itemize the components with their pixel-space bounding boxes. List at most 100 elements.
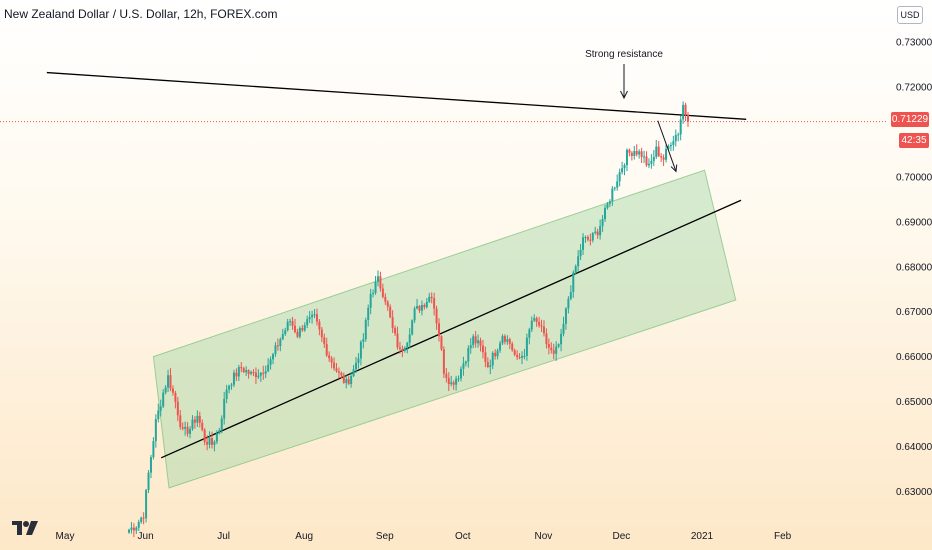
candle[interactable] (616, 181, 619, 188)
candle[interactable] (655, 146, 658, 157)
candle[interactable] (647, 163, 650, 166)
candle[interactable] (635, 150, 638, 155)
candle[interactable] (586, 236, 589, 240)
candle[interactable] (401, 348, 404, 351)
candle[interactable] (142, 517, 145, 519)
candle[interactable] (650, 160, 653, 164)
candle[interactable] (262, 372, 265, 374)
candle[interactable] (213, 441, 216, 445)
candle[interactable] (225, 389, 228, 399)
candle[interactable] (662, 157, 665, 160)
candle[interactable] (181, 427, 184, 429)
candle[interactable] (276, 345, 279, 347)
candle[interactable] (408, 334, 411, 343)
candle[interactable] (147, 472, 150, 491)
candle[interactable] (555, 346, 558, 354)
candle[interactable] (569, 291, 572, 299)
candle[interactable] (369, 294, 372, 308)
candle[interactable] (599, 226, 602, 236)
candle[interactable] (542, 326, 545, 334)
candle[interactable] (245, 370, 248, 373)
candle[interactable] (189, 429, 192, 434)
candle[interactable] (130, 527, 133, 530)
candle[interactable] (416, 306, 419, 309)
candle[interactable] (235, 372, 238, 377)
candle[interactable] (477, 340, 480, 344)
candle[interactable] (159, 406, 162, 411)
candle[interactable] (672, 141, 675, 145)
candle[interactable] (193, 419, 196, 423)
candle[interactable] (525, 337, 528, 356)
candle[interactable] (562, 323, 565, 334)
candle[interactable] (513, 350, 516, 355)
candle[interactable] (145, 490, 148, 519)
candle[interactable] (667, 146, 670, 149)
candle[interactable] (289, 321, 292, 323)
candle[interactable] (152, 441, 155, 458)
candle[interactable] (406, 342, 409, 348)
candle[interactable] (594, 231, 597, 234)
candle[interactable] (687, 114, 689, 122)
candle[interactable] (342, 375, 345, 383)
candle[interactable] (481, 345, 484, 353)
candle[interactable] (252, 372, 255, 374)
candle[interactable] (391, 317, 394, 329)
candle[interactable] (357, 358, 360, 363)
candle[interactable] (433, 298, 436, 309)
candle[interactable] (218, 430, 221, 434)
candle[interactable] (196, 415, 199, 423)
candle[interactable] (660, 156, 663, 158)
candle[interactable] (479, 340, 482, 346)
candle[interactable] (567, 298, 570, 309)
candle[interactable] (591, 233, 594, 241)
ascending-channel[interactable] (152, 169, 737, 489)
candle[interactable] (220, 418, 223, 431)
candle[interactable] (337, 371, 340, 373)
candle[interactable] (469, 345, 472, 349)
candle[interactable] (501, 336, 504, 344)
support-trendline[interactable] (160, 199, 742, 459)
candle[interactable] (679, 119, 682, 135)
tradingview-logo-icon[interactable] (10, 517, 40, 539)
candle[interactable] (247, 370, 250, 374)
candle[interactable] (208, 438, 211, 445)
candle[interactable] (652, 156, 655, 161)
candle[interactable] (176, 401, 179, 416)
candle[interactable] (674, 135, 677, 142)
candle[interactable] (521, 355, 524, 358)
candle[interactable] (577, 256, 580, 267)
candle[interactable] (530, 320, 533, 330)
candle[interactable] (640, 151, 643, 158)
candle[interactable] (472, 336, 475, 346)
candle[interactable] (335, 368, 338, 372)
candle[interactable] (486, 361, 489, 368)
candle[interactable] (164, 387, 167, 393)
candle[interactable] (540, 325, 543, 327)
candle[interactable] (643, 156, 646, 158)
candle[interactable] (418, 306, 421, 311)
candle[interactable] (228, 385, 231, 390)
candle[interactable] (440, 336, 443, 350)
candle[interactable] (350, 376, 353, 385)
candle[interactable] (306, 319, 309, 326)
candle[interactable] (574, 266, 577, 273)
candle[interactable] (311, 314, 314, 318)
candle[interactable] (533, 318, 536, 321)
candle[interactable] (279, 339, 282, 347)
candle[interactable] (140, 517, 143, 523)
candle[interactable] (403, 347, 406, 351)
candle[interactable] (457, 378, 460, 380)
candle[interactable] (174, 392, 177, 402)
candle[interactable] (564, 308, 567, 324)
candle[interactable] (496, 350, 499, 357)
candle[interactable] (240, 367, 243, 369)
candle[interactable] (149, 457, 152, 473)
candle[interactable] (379, 276, 382, 289)
candle[interactable] (210, 438, 213, 445)
candle[interactable] (547, 343, 550, 348)
candle[interactable] (154, 419, 157, 442)
candle[interactable] (162, 392, 165, 407)
candle[interactable] (347, 379, 350, 385)
candle[interactable] (293, 325, 296, 333)
